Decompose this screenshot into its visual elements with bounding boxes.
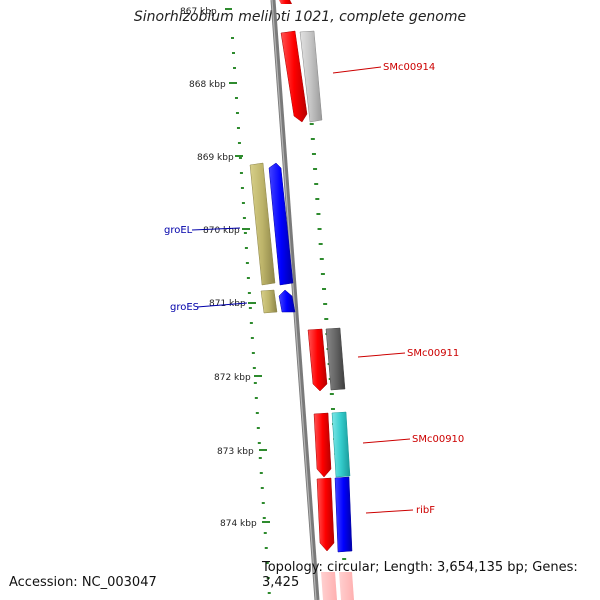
tick-869: 869 kbp <box>197 153 243 163</box>
gene-label-smc00914[interactable]: SMc00914 <box>383 62 435 73</box>
feature-smc00910-cds[interactable] <box>313 412 332 478</box>
gene-label-groel[interactable]: groEL <box>164 225 193 236</box>
genome-backbone-highlight <box>271 0 317 600</box>
feature-ribf-gene[interactable] <box>334 476 353 553</box>
feature-smc00914-gene[interactable] <box>299 30 323 123</box>
tick-label-867: 867 kbp <box>180 7 217 17</box>
tick-867: 867 kbp <box>180 7 232 17</box>
label-smc00910[interactable]: SMc00910 <box>362 434 464 445</box>
tick-872: 872 kbp <box>214 373 262 383</box>
genome-stats-text: Topology: circular; Length: 3,654,135 bp… <box>262 560 578 590</box>
label-groes[interactable]: groES <box>170 302 248 313</box>
tick-label-871: 871 kbp <box>209 299 246 309</box>
tick-label-873: 873 kbp <box>217 447 254 457</box>
label-smc00911[interactable]: SMc00911 <box>357 348 459 359</box>
feature-smc00914-cds[interactable] <box>280 30 308 123</box>
gc-dots-left <box>231 37 271 594</box>
tick-873: 873 kbp <box>217 447 267 457</box>
feature-top-red-partial[interactable] <box>279 0 292 4</box>
tick-label-868: 868 kbp <box>189 80 226 90</box>
label-smc00914[interactable]: SMc00914 <box>332 62 435 74</box>
feature-smc00911-gene[interactable] <box>325 327 346 391</box>
tick-868: 868 kbp <box>189 80 237 90</box>
feature-smc00911-cds[interactable] <box>307 328 328 392</box>
tick-874: 874 kbp <box>220 519 270 529</box>
feature-bottom-pink-partial-2[interactable] <box>339 572 354 600</box>
tick-label-870: 870 kbp <box>203 226 240 236</box>
genome-backbone <box>270 0 320 600</box>
feature-groel-cds[interactable] <box>268 162 294 286</box>
gene-label-groes[interactable]: groES <box>170 302 199 313</box>
feature-smc00910-gene[interactable] <box>331 411 351 478</box>
feature-groes-cds[interactable] <box>278 289 296 313</box>
feature-ribf-cds[interactable] <box>316 477 335 552</box>
map-title: Sinorhizobium meliloti 1021, complete ge… <box>133 9 467 25</box>
tick-871: 871 kbp <box>209 299 256 309</box>
feature-groes-gene[interactable] <box>260 289 278 314</box>
feature-groel-gene[interactable] <box>249 162 276 286</box>
gene-label-smc00910[interactable]: SMc00910 <box>412 434 464 445</box>
accession-text: Accession: NC_003047 <box>9 575 157 590</box>
gene-label-ribf[interactable]: ribF <box>416 505 435 516</box>
tick-870: 870 kbp <box>203 226 250 236</box>
tick-label-874: 874 kbp <box>220 519 257 529</box>
label-ribf[interactable]: ribF <box>365 505 435 516</box>
tick-label-872: 872 kbp <box>214 373 251 383</box>
label-groel[interactable]: groEL <box>164 225 241 236</box>
tick-label-869: 869 kbp <box>197 153 234 163</box>
gene-label-smc00911[interactable]: SMc00911 <box>407 348 459 359</box>
feature-bottom-pink-partial-1[interactable] <box>321 572 337 600</box>
